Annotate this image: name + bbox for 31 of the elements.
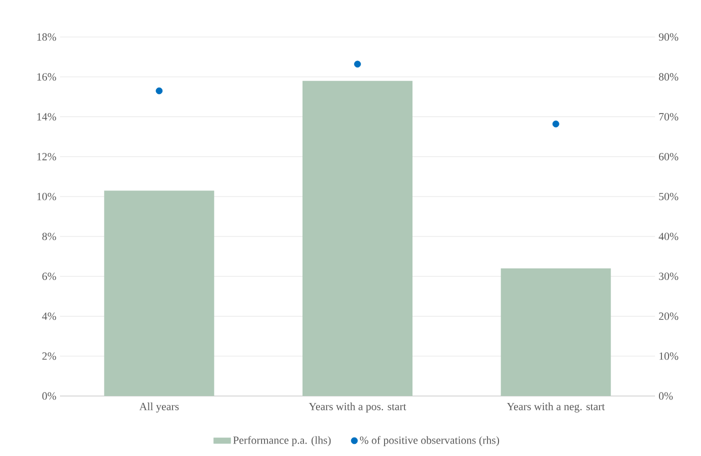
y2-tick-label: 50% (659, 192, 678, 200)
x-tick-label: Years with a neg. start (506, 402, 605, 412)
y2-tick-label: 30% (659, 272, 678, 280)
bar (104, 190, 214, 396)
point (354, 60, 361, 68)
y-tick-label: 4% (42, 312, 56, 320)
legend-label: % of positive observations (rhs) (360, 436, 500, 446)
y2-tick-label: 20% (659, 312, 678, 320)
y2-tick-label: 40% (658, 232, 678, 240)
y2-tick-label: 60% (659, 152, 678, 160)
y-tick-label: 8% (42, 232, 56, 240)
y-tick-label: 14% (37, 113, 56, 120)
y2-tick-label: 10% (660, 352, 678, 360)
x-tick-label: All years (139, 402, 179, 412)
y-tick-label: 18% (37, 33, 56, 41)
point (156, 87, 163, 94)
bar (500, 268, 611, 396)
y-tick-label: 6% (42, 272, 56, 280)
bar (302, 80, 413, 396)
y2-tick-label: 70% (659, 113, 678, 120)
y2-tick-label: 80% (658, 73, 678, 81)
y-tick-label: 12% (37, 152, 56, 160)
point (552, 120, 560, 128)
y2-tick-label: 90% (658, 33, 678, 41)
y-tick-label: 10% (37, 192, 56, 200)
y-tick-label: 2% (42, 352, 56, 360)
y-tick-label: 0% (42, 392, 56, 400)
y2-tick-label: 0% (658, 392, 673, 400)
legend-label: Performance p.a. (lhs) (233, 436, 331, 446)
y-tick-label: 16% (37, 73, 56, 81)
x-tick-label: Years with a pos. start (308, 402, 406, 412)
